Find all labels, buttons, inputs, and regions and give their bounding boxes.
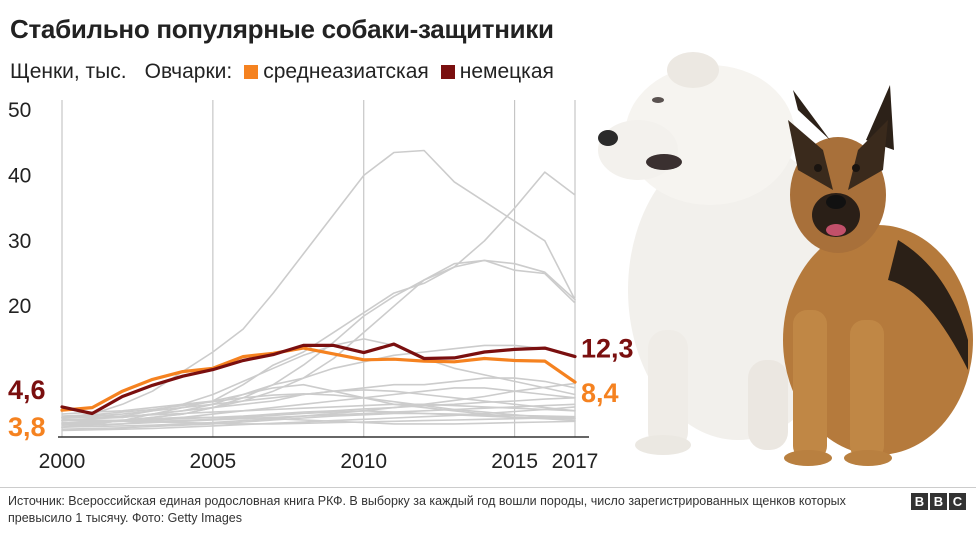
- background-series-line: [61, 412, 576, 431]
- y-tick-label: 50: [8, 99, 31, 122]
- background-series-line: [61, 382, 576, 429]
- series-end-label: 8,4: [581, 378, 619, 408]
- legend-swatch-german: [440, 65, 455, 79]
- background-series-line: [61, 344, 576, 415]
- source-note: Источник: Всероссийская единая родословн…: [8, 494, 846, 525]
- legend-group-label: Овчарки:: [144, 60, 233, 83]
- x-tick-label: 2017: [552, 450, 599, 473]
- background-series-line: [61, 403, 576, 419]
- legend-units: Щенки, тыс.: [10, 60, 127, 83]
- bbc-logo: B B C: [911, 493, 966, 510]
- line-chart: 20 30 40 50 2000 2005 2010 2015 2017 3,8 8,4 4,6 12,…: [8, 99, 634, 473]
- series-start-label: 3,8: [8, 412, 46, 442]
- legend-item-central-asian: среднеазиатская: [263, 60, 429, 83]
- bbc-logo-letter: B: [930, 493, 947, 510]
- footer-divider: [0, 487, 976, 488]
- y-tick-label: 40: [8, 164, 31, 187]
- dogs-photo: [598, 52, 973, 466]
- legend-swatch-central-asian: [244, 65, 259, 79]
- y-tick-label: 30: [8, 230, 31, 253]
- series-line-central-asian: [60, 346, 577, 412]
- background-series-line: [61, 396, 576, 425]
- x-tick-label: 2005: [190, 450, 237, 473]
- legend: Щенки, тыс. Овчарки: среднеазиатская нем…: [10, 60, 554, 84]
- series-line-german: [60, 342, 577, 416]
- background-series-line: [61, 149, 576, 419]
- y-tick-label: 20: [8, 295, 31, 318]
- german-shepherd-illustration: [783, 85, 973, 466]
- background-series-line: [61, 416, 576, 425]
- bbc-logo-letter: C: [949, 493, 966, 510]
- x-tick-label: 2015: [491, 450, 538, 473]
- chart-title: Стабильно популярные собаки-защитники: [10, 14, 554, 44]
- series-end-label: 12,3: [581, 334, 634, 364]
- bbc-logo-letter: B: [911, 493, 928, 510]
- x-tick-label: 2010: [340, 450, 387, 473]
- background-series-line: [61, 406, 576, 432]
- series-start-label: 4,6: [8, 375, 46, 405]
- x-tick-label: 2000: [39, 450, 86, 473]
- legend-item-german: немецкая: [459, 60, 554, 83]
- background-series-line: [61, 259, 576, 425]
